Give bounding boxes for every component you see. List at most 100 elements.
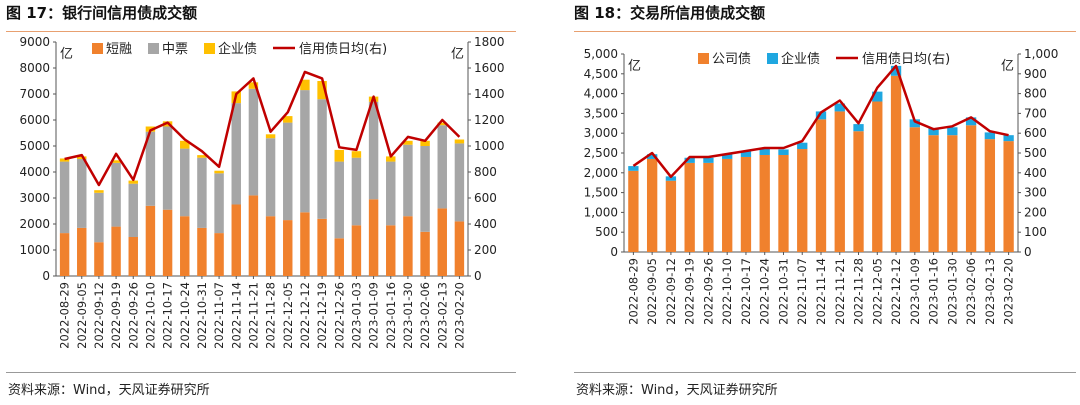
bar-中票	[437, 125, 447, 209]
source-divider	[574, 372, 1076, 373]
bar-短融	[180, 216, 190, 276]
bar-企业债	[890, 65, 902, 76]
bar-公司债	[628, 170, 639, 252]
x-tick-label: 2023-01-30	[945, 258, 959, 325]
bar-企业债	[1003, 135, 1014, 142]
bar-企业债	[628, 166, 639, 171]
y-left-tick-label: 3,500	[584, 106, 618, 120]
bar-公司债	[834, 111, 845, 252]
x-tick-label: 2022-12-26	[332, 282, 346, 349]
bar-企业债	[94, 190, 104, 193]
y-left-tick-label: 3,000	[584, 126, 618, 140]
bar-企业债	[740, 151, 752, 157]
y-left-tick-label: 4000	[19, 165, 50, 179]
bar-企业债	[111, 160, 121, 163]
bar-公司债	[890, 75, 902, 252]
legend-label: 企业债	[781, 51, 820, 67]
bar-中票	[145, 131, 156, 206]
bar-企业债	[853, 124, 864, 132]
x-tick-label: 2023-01-03	[349, 282, 363, 349]
x-tick-label: 2022-12-12	[889, 258, 903, 325]
x-tick-label: 2022-10-31	[195, 282, 209, 349]
bar-公司债	[815, 119, 827, 252]
bar-短融	[300, 212, 310, 276]
bar-企业债	[778, 149, 789, 155]
bar-企业债	[403, 140, 413, 145]
legend-label: 信用债日均(右)	[299, 42, 387, 57]
bar-中票	[265, 138, 276, 217]
bar-公司债	[703, 162, 714, 252]
bar-企业债	[797, 142, 808, 150]
x-tick-label: 2022-10-24	[178, 282, 192, 349]
panel-exchange: 图 18：交易所信用债成交额 0 500 1,000 1,500 2,000 2,500 3…	[568, 0, 1080, 405]
x-tick-label: 2022-11-21	[246, 282, 260, 349]
y-left-tick-label: 1,000	[584, 205, 618, 219]
source-divider	[6, 372, 516, 373]
x-tick-label: 2022-11-28	[264, 282, 278, 349]
x-tick-label: 2022-09-12	[92, 282, 106, 349]
bar-企业债	[947, 127, 958, 136]
bar-短融	[214, 233, 224, 276]
y-right-tick-label: 0	[1024, 245, 1032, 259]
bar-短融	[386, 225, 396, 276]
x-tick-label: 2023-02-20	[452, 282, 466, 349]
line-daily-average	[632, 64, 1009, 179]
bar-中票	[59, 161, 70, 234]
bar-公司债	[947, 135, 958, 252]
y-right-tick-label: 0	[474, 269, 482, 283]
bar-企业债	[984, 132, 996, 140]
y-left-tick-label: 0	[610, 245, 618, 259]
x-tick-label: 2022-09-19	[683, 258, 697, 325]
legend-label: 公司债	[712, 52, 751, 67]
x-tick-label: 2023-02-13	[435, 282, 449, 349]
bar-企业债	[646, 154, 658, 159]
legend-label: 企业债	[218, 41, 257, 57]
bar-公司债	[797, 149, 808, 252]
source-note: 资料来源：Wind，天风证券研究所	[8, 383, 210, 398]
y-right-tick-label: 500	[1024, 146, 1047, 160]
line-daily-average	[64, 70, 461, 187]
bar-中票	[111, 162, 121, 227]
bar-公司债	[684, 162, 695, 252]
x-tick-label: 2022-11-07	[795, 258, 809, 325]
bar-企业债	[909, 119, 920, 128]
bar-企业债	[965, 117, 977, 126]
bar-短融	[351, 225, 362, 276]
bar-公司债	[646, 158, 658, 252]
x-tick-label: 2022-10-24	[758, 258, 772, 325]
bar-企业债	[300, 79, 310, 91]
bar-企业债	[815, 111, 827, 120]
bar-中票	[317, 99, 327, 219]
y-right-unit: 亿	[1001, 59, 1014, 74]
bar-中票	[283, 122, 293, 221]
bar-公司债	[665, 180, 677, 252]
y-left-tick-label: 4,500	[584, 67, 618, 81]
bar-短融	[231, 204, 241, 276]
legend-swatch	[767, 53, 778, 64]
x-tick-label: 2022-09-26	[701, 258, 715, 325]
y-left-tick-label: 6000	[19, 113, 50, 127]
bar-中票	[128, 183, 138, 237]
bar-企业债	[197, 155, 207, 158]
legend-label: 信用债日均(右)	[862, 52, 950, 67]
y-right-tick-label: 1,000	[1024, 47, 1058, 61]
bar-短融	[317, 218, 327, 276]
y-right-tick-label: 600	[474, 191, 497, 205]
x-tick-label: 2022-10-31	[776, 258, 790, 325]
y-right-tick-label: 400	[1024, 166, 1047, 180]
bar-公司债	[872, 101, 883, 253]
bar-企业债	[420, 140, 430, 146]
y-right-tick-label: 400	[474, 217, 497, 231]
x-tick-label: 2023-01-09	[908, 258, 922, 325]
y-right-tick-label: 200	[474, 243, 497, 257]
x-tick-label: 2022-10-10	[143, 282, 157, 349]
bar-短融	[111, 226, 121, 276]
bar-企业债	[928, 128, 939, 136]
y-right-unit: 亿	[451, 47, 464, 62]
bar-公司债	[778, 154, 789, 252]
bar-短融	[437, 208, 447, 276]
bar-短融	[94, 242, 104, 276]
x-tick-label: 2022-09-05	[645, 258, 659, 325]
y-left-tick-label: 5,000	[584, 47, 618, 61]
bar-企业债	[77, 156, 87, 159]
